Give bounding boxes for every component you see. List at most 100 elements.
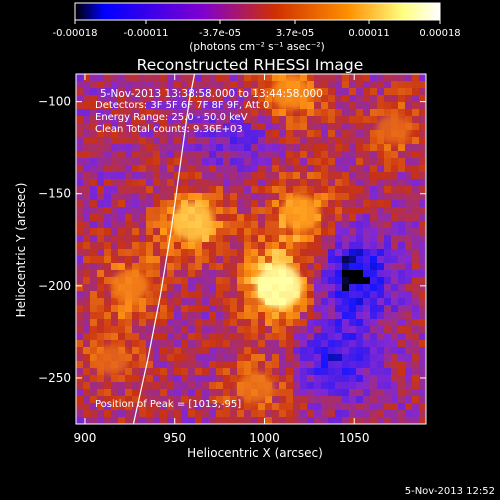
heatmap-cell [300, 340, 308, 348]
heatmap-cell [307, 256, 315, 264]
heatmap-cell [342, 186, 350, 194]
bright-source [94, 344, 130, 375]
heatmap-cell [195, 410, 203, 418]
heatmap-cell [328, 361, 336, 369]
heatmap-cell [377, 256, 385, 264]
heatmap-cell [258, 81, 266, 89]
heatmap-cell [321, 95, 329, 103]
heatmap-cell [230, 389, 238, 397]
heatmap-cell [419, 165, 426, 173]
heatmap-cell [111, 256, 119, 264]
heatmap-cell [181, 95, 189, 103]
heatmap-cell [195, 347, 203, 355]
heatmap-cell [195, 137, 203, 145]
heatmap-cell [265, 326, 273, 334]
heatmap-cell [90, 333, 98, 341]
heatmap-cell [237, 263, 245, 271]
heatmap-cell [230, 396, 238, 404]
heatmap-cell [342, 291, 350, 299]
heatmap-cell [377, 305, 385, 313]
heatmap-cell [132, 354, 140, 362]
heatmap-cell [342, 158, 350, 166]
heatmap-cell [146, 144, 154, 152]
heatmap-cell [139, 354, 147, 362]
heatmap-cell [146, 123, 154, 131]
heatmap-cell [307, 81, 315, 89]
heatmap-cell [146, 403, 154, 411]
heatmap-cell [90, 165, 98, 173]
heatmap-cell [328, 347, 336, 355]
heatmap-cell [286, 305, 294, 313]
heatmap-cell [412, 228, 420, 236]
heatmap-cell [265, 172, 273, 180]
heatmap-cell [363, 109, 371, 117]
heatmap-cell [174, 298, 182, 306]
heatmap-cell [223, 312, 231, 320]
heatmap-cell [391, 81, 399, 89]
heatmap-cell [216, 249, 224, 257]
heatmap-cell [244, 277, 252, 285]
heatmap-cell [160, 158, 168, 166]
heatmap-cell [398, 326, 406, 334]
x-tick-label: 1050 [339, 431, 370, 445]
heatmap-cell [125, 228, 133, 236]
heatmap-cell [349, 116, 357, 124]
heatmap-cell [349, 74, 357, 82]
heatmap-cell [335, 249, 343, 257]
heatmap-cell [258, 193, 266, 201]
heatmap-cell [146, 277, 154, 285]
heatmap-cell [146, 109, 154, 117]
heatmap-cell [377, 270, 385, 278]
heatmap-cell [181, 319, 189, 327]
heatmap-cell [370, 277, 378, 285]
heatmap-cell [90, 354, 98, 362]
heatmap-cell [279, 235, 287, 243]
heatmap-cell [398, 354, 406, 362]
heatmap-cell [412, 88, 420, 96]
heatmap-cell [265, 144, 273, 152]
heatmap-cell [160, 221, 168, 229]
heatmap-cell [412, 158, 420, 166]
heatmap-cell [286, 347, 294, 355]
heatmap-cell [97, 200, 105, 208]
heatmap-cell [90, 116, 98, 124]
heatmap-cell [377, 368, 385, 376]
heatmap-cell [342, 361, 350, 369]
heatmap-cell [188, 291, 196, 299]
heatmap-cell [174, 165, 182, 173]
heatmap-cell [412, 340, 420, 348]
bright-source [111, 269, 149, 303]
heatmap-cell [104, 235, 112, 243]
heatmap-cell [356, 263, 364, 271]
heatmap-cell [202, 130, 210, 138]
heatmap-cell [153, 284, 161, 292]
heatmap-cell [272, 354, 280, 362]
heatmap-cell [90, 319, 98, 327]
heatmap-cell [363, 144, 371, 152]
heatmap-cell [328, 256, 336, 264]
heatmap-cell [356, 354, 364, 362]
heatmap-cell [300, 179, 308, 187]
heatmap-cell [139, 256, 147, 264]
heatmap-cell [251, 333, 259, 341]
y-tick-label: −200 [38, 279, 71, 293]
heatmap-cell [356, 305, 364, 313]
heatmap-cell [209, 396, 217, 404]
heatmap-cell [279, 375, 287, 383]
heatmap-cell [174, 151, 182, 159]
colorbar-ticks: -0.00018 -0.00011 -3.7e-05 3.7e-05 0.00011 0.… [53, 20, 461, 39]
heatmap-cell [335, 179, 343, 187]
heatmap-cell [146, 207, 154, 215]
heatmap-cell [237, 165, 245, 173]
heatmap-cell [174, 158, 182, 166]
heatmap-cell [209, 305, 217, 313]
heatmap-cell [265, 193, 273, 201]
heatmap-cell [132, 102, 140, 110]
heatmap-cell [153, 235, 161, 243]
heatmap-cell [230, 291, 238, 299]
heatmap-cell [223, 137, 231, 145]
heatmap-cell [335, 172, 343, 180]
heatmap-cell [391, 172, 399, 180]
heatmap-cell [272, 144, 280, 152]
heatmap-cell [195, 123, 203, 131]
